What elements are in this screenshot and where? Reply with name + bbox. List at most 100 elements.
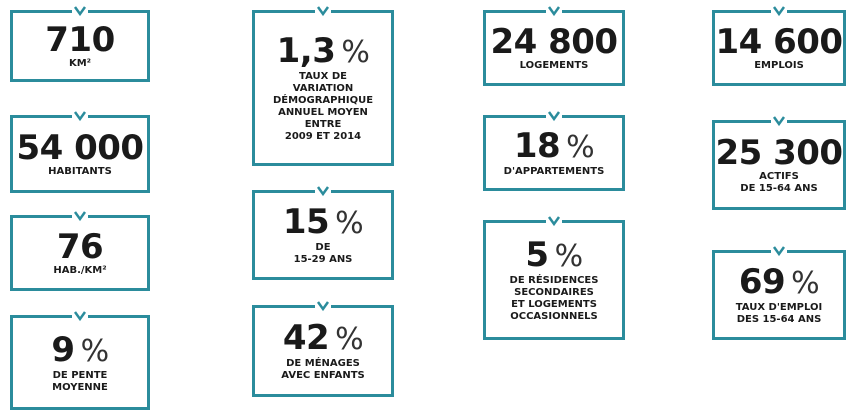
notch-icon [772,246,786,257]
stat-label-line: EMPLOIS [754,60,804,71]
stat-card: 76 HAB./KM² [10,209,150,291]
stat-label: TAUX DE VARIATION DÉMOGRAPHIQUE ANNUEL MOYE… [255,71,391,143]
stat-value-row: 14 600 [715,24,843,60]
stat-label-line: ENTRE [304,119,342,130]
stat-value-row: 15% [255,204,391,242]
stat-value: 42 [282,318,330,358]
stat-card: 15% DE 15-29 ANS [252,184,394,280]
stat-value-row: 18% [486,128,622,166]
stat-value: 69 [738,262,786,302]
stat-label-line: KM² [68,58,92,69]
notch-icon [73,311,87,322]
stat-label-line: OCCASIONNELS [510,311,598,322]
notch [315,184,331,198]
notch-icon [772,6,786,17]
stat-value: 9 [51,329,75,370]
stat-label-line: TAUX DE [299,71,347,82]
notch-icon [73,211,87,222]
stat-label: TAUX D'EMPLOI DES 15-64 ANS [715,302,843,326]
stat-value: 25 300 [715,133,843,173]
stat-label: DE RÉSIDENCES SECONDAIRES ET LOGEMENTS OCCA… [486,275,622,323]
stat-label-line: DÉMOGRAPHIQUE [272,95,374,106]
stat-card: 1,3% TAUX DE VARIATION DÉMOGRAPHIQUE ANNUEL … [252,4,394,166]
stat-label-line: AVEC ENFANTS [281,370,365,381]
notch [315,4,331,18]
notch-icon [547,216,561,227]
stat-label-line: HAB./KM² [53,265,107,276]
stat-label: DE MÉNAGES AVEC ENFANTS [255,358,391,382]
stat-label-line: DE MÉNAGES [286,358,360,369]
stat-label-line: D'APPARTEMENTS [503,166,605,177]
stat-value-row: 24 800 [486,24,622,60]
stat-value-row: 5% [486,237,622,275]
stat-unit: % [566,130,595,165]
notch [315,299,331,313]
notch [771,114,787,128]
notch [546,214,562,228]
stat-unit: % [335,322,364,357]
stat-card: 14 600 EMPLOIS [712,4,846,86]
stat-value-row: 25 300 [715,135,843,171]
stat-label: KM² [13,58,147,70]
notch-icon [547,6,561,17]
stat-value-row: 710 [13,22,147,58]
stat-value: 76 [56,227,104,267]
stat-label-line: 2009 ET 2014 [284,131,362,142]
stat-label: ACTIFS DE 15-64 ANS [715,171,843,195]
stat-label-line: VARIATION [292,83,354,94]
stat-label-line: 15-29 ANS [293,254,353,265]
stat-label: DE 15-29 ANS [255,242,391,266]
stat-card: 42% DE MÉNAGES AVEC ENFANTS [252,299,394,397]
stat-value-row: 69% [715,264,843,302]
stat-card: 69% TAUX D'EMPLOI DES 15-64 ANS [712,244,846,340]
notch [771,244,787,258]
notch-icon [73,111,87,122]
stat-label-line: MOYENNE [52,381,108,393]
stat-value: 15 [282,202,330,242]
stat-value: 24 800 [490,22,618,62]
stat-value-row: 76 [13,229,147,265]
stat-label-line: ACTIFS [759,171,799,182]
stat-unit: % [554,239,584,274]
stat-label: HAB./KM² [13,265,147,277]
stat-value-row: 54 000 [13,130,147,166]
stat-card: 54 000 HABITANTS [10,109,150,193]
notch-icon [316,186,330,197]
stat-card: 25 300 ACTIFS DE 15-64 ANS [712,114,846,210]
stat-value: 18 [513,126,561,166]
stat-label-line: HABITANTS [48,166,112,177]
stat-unit: % [791,266,820,301]
notch [72,4,88,18]
stat-label-line: DE 15-64 ANS [740,183,818,194]
stat-label: DE PENTE MOYENNE [13,370,147,394]
stat-label-line: DE PENTE [52,369,108,381]
notch [771,4,787,18]
stat-value-row: 42% [255,320,391,358]
stat-card: 5% DE RÉSIDENCES SECONDAIRES ET LOGEMENTS OC… [483,214,625,340]
notch [72,109,88,123]
stat-value-row: 9% [13,332,147,370]
stat-card: 9% DE PENTE MOYENNE [10,309,150,410]
notch [72,309,88,323]
stat-label-line: TAUX D'EMPLOI [735,302,823,313]
stat-value: 5 [525,235,549,275]
notch [72,209,88,223]
notch-icon [73,6,87,17]
notch-icon [316,301,330,312]
stat-unit: % [80,333,110,369]
stat-label-line: ET LOGEMENTS [511,299,597,310]
stat-label-line: SECONDAIRES [514,287,594,298]
stat-label-line: DE RÉSIDENCES [509,275,599,286]
stat-value: 14 600 [715,22,843,62]
notch [546,4,562,18]
notch-icon [316,6,330,17]
stat-label: D'APPARTEMENTS [486,166,622,178]
stat-card: 710 KM² [10,4,150,82]
stat-label-line: DE [315,242,331,253]
stat-unit: % [335,206,364,241]
stat-label-line: DES 15-64 ANS [736,314,822,325]
stat-unit: % [341,35,370,70]
stat-label: HABITANTS [13,166,147,178]
stat-card: 24 800 LOGEMENTS [483,4,625,86]
